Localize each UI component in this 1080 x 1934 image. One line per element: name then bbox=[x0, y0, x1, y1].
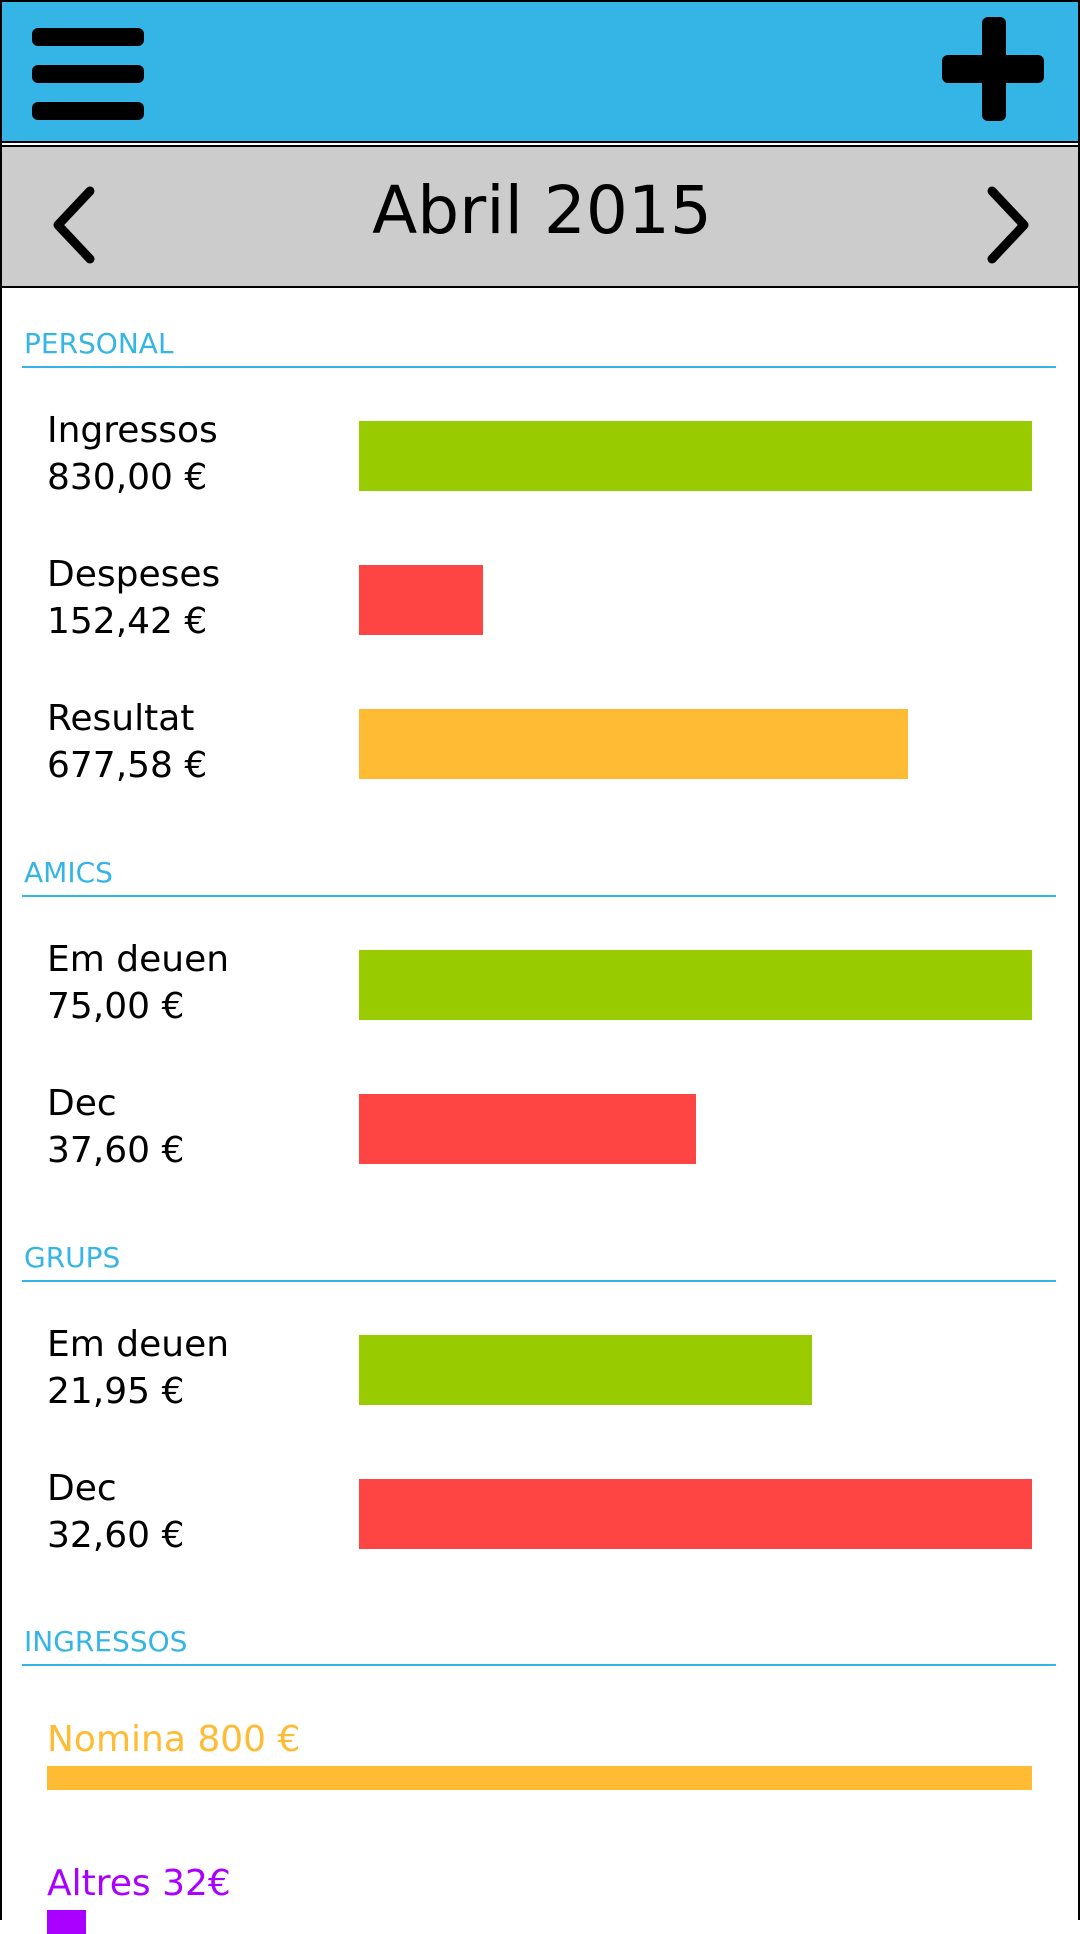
row-despeses: Despeses 152,42 € bbox=[47, 551, 220, 645]
row-amount: 21,95 € bbox=[47, 1371, 185, 1412]
row-amount: 677,58 € bbox=[47, 745, 208, 786]
row-amount: 830,00 € bbox=[47, 457, 208, 498]
bar-resultat bbox=[359, 709, 908, 779]
row-amount: 37,60 € bbox=[47, 1130, 185, 1171]
app-bar bbox=[0, 0, 1080, 143]
row-label: Despeses bbox=[47, 554, 221, 595]
plus-icon[interactable] bbox=[942, 17, 1044, 121]
row-amount: 32,60 € bbox=[47, 1515, 185, 1556]
section-title: GRUPS bbox=[24, 1241, 121, 1274]
bar-despeses bbox=[359, 565, 483, 635]
row-amics-em-deuen: Em deuen 75,00 € bbox=[47, 936, 229, 1030]
bar-ingressos bbox=[359, 421, 1032, 491]
chevron-left-icon[interactable] bbox=[48, 185, 108, 265]
row-ingressos: Ingressos 830,00 € bbox=[47, 407, 218, 501]
month-navigation: Abril 2015 bbox=[0, 145, 1080, 288]
chevron-right-icon[interactable] bbox=[980, 185, 1040, 265]
row-resultat: Resultat 677,58 € bbox=[47, 695, 207, 789]
bar-grups-dec bbox=[359, 1479, 1032, 1549]
row-grups-em-deuen: Em deuen 21,95 € bbox=[47, 1321, 229, 1415]
section-header-amics: AMICS bbox=[22, 851, 1056, 897]
row-label: Dec bbox=[47, 1468, 117, 1509]
section-header-grups: GRUPS bbox=[22, 1236, 1056, 1282]
section-title: PERSONAL bbox=[24, 327, 174, 360]
row-label: Dec bbox=[47, 1083, 117, 1124]
row-label: Em deuen bbox=[47, 939, 230, 980]
income-bar-nomina bbox=[47, 1766, 1032, 1790]
month-title: Abril 2015 bbox=[372, 172, 712, 249]
income-item-altres: Altres 32€ bbox=[47, 1863, 231, 1904]
section-header-ingressos: INGRESSOS bbox=[22, 1620, 1056, 1666]
row-label: Resultat bbox=[47, 698, 195, 739]
row-amics-dec: Dec 37,60 € bbox=[47, 1080, 184, 1174]
section-title: AMICS bbox=[24, 856, 113, 889]
row-grups-dec: Dec 32,60 € bbox=[47, 1465, 184, 1559]
hamburger-menu-icon[interactable] bbox=[32, 28, 144, 120]
bar-grups-em-deuen bbox=[359, 1335, 812, 1405]
bar-amics-dec bbox=[359, 1094, 696, 1164]
section-title: INGRESSOS bbox=[24, 1625, 188, 1658]
row-label: Ingressos bbox=[47, 410, 218, 451]
row-amount: 152,42 € bbox=[47, 601, 208, 642]
income-bar-altres bbox=[47, 1910, 86, 1934]
bar-amics-em-deuen bbox=[359, 950, 1032, 1020]
section-header-personal: PERSONAL bbox=[22, 322, 1056, 368]
income-item-nomina: Nomina 800 € bbox=[47, 1719, 301, 1760]
row-label: Em deuen bbox=[47, 1324, 230, 1365]
row-amount: 75,00 € bbox=[47, 986, 185, 1027]
